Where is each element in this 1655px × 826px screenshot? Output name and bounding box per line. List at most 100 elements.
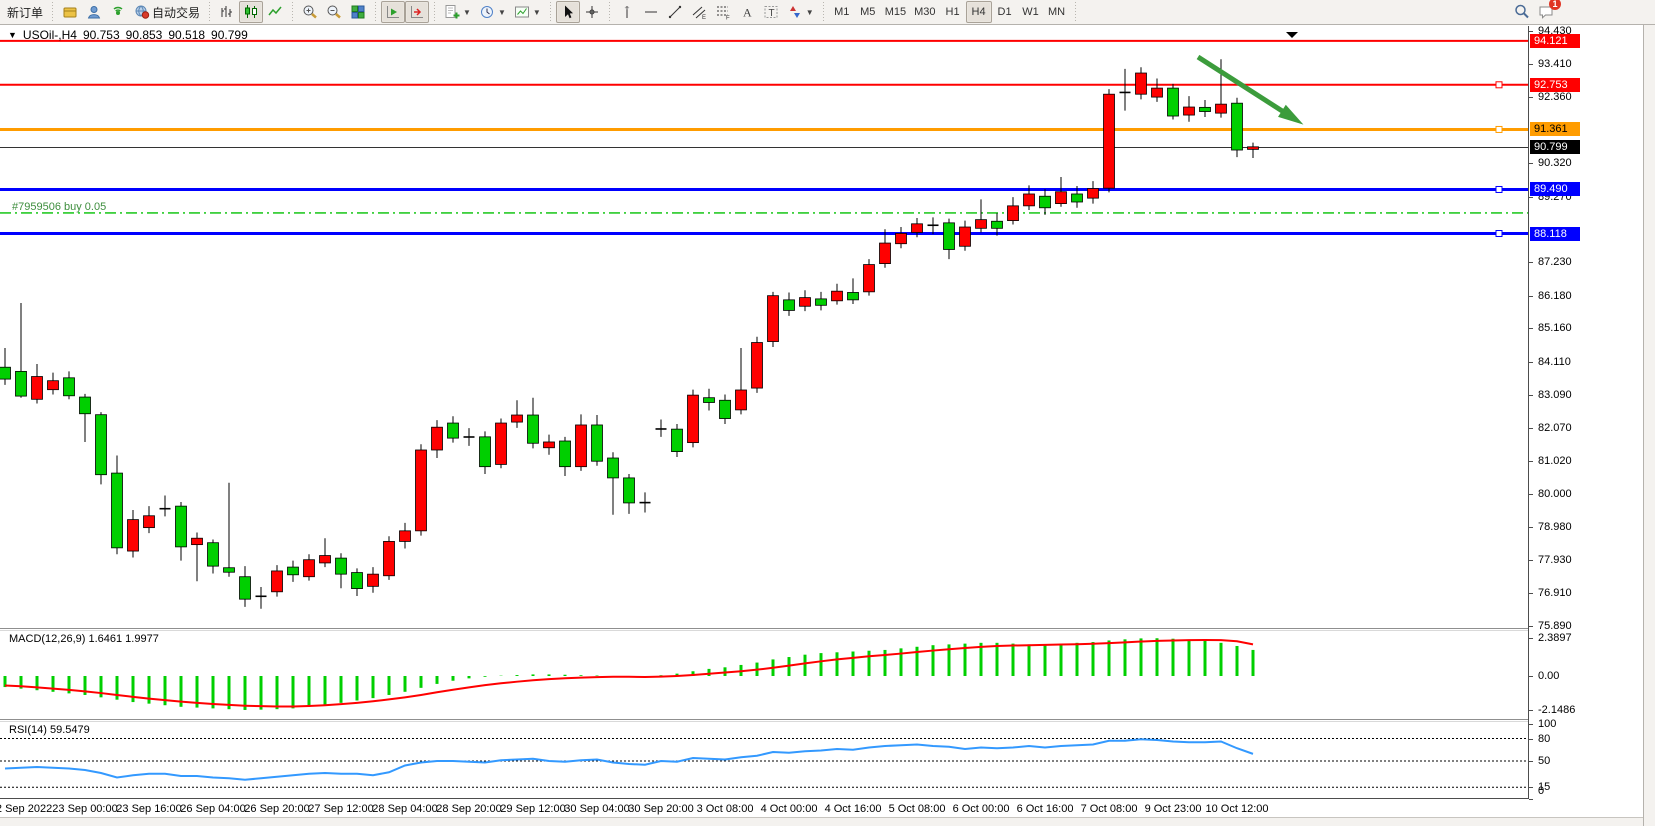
candle-body <box>735 389 747 411</box>
macd-panel[interactable]: MACD(12,26,9) 1.6461 1.9977 <box>0 631 1528 719</box>
chart-dropdown-icon[interactable]: ▼ <box>8 30 17 40</box>
search-button[interactable] <box>1510 1 1534 23</box>
horizontal-line-button[interactable] <box>639 1 663 23</box>
candle-body <box>543 441 555 449</box>
line-handle[interactable] <box>1495 230 1503 238</box>
candle-body <box>879 242 891 264</box>
chevron-down-icon[interactable]: ▼ <box>497 7 506 17</box>
zoom-out-button[interactable] <box>322 1 346 23</box>
text-label-button[interactable]: T <box>759 1 783 23</box>
price-tick-label: 75.890 <box>1538 619 1572 632</box>
candle-body <box>1231 102 1243 151</box>
vertical-line-button[interactable] <box>615 1 639 23</box>
timeframe-m5-button[interactable]: M5 <box>860 6 876 18</box>
price-tick-mark <box>1529 63 1533 65</box>
candle-body <box>911 223 923 233</box>
timeframe-h4-button[interactable]: H4 <box>965 1 992 23</box>
candle-body <box>367 573 379 587</box>
line-handle[interactable] <box>1495 81 1503 89</box>
tile-windows-button[interactable] <box>346 1 370 23</box>
line-chart-button[interactable] <box>263 1 287 23</box>
candlestick-chart-button[interactable] <box>239 1 264 23</box>
zoom-in-button[interactable] <box>298 1 322 23</box>
chat-button[interactable]: 1 <box>1534 0 1561 23</box>
community-button[interactable] <box>82 1 106 23</box>
timeframe-m30-button[interactable]: M30 <box>914 6 936 18</box>
svg-text:T: T <box>768 8 774 19</box>
crosshair-button[interactable] <box>580 1 604 23</box>
panel-separator[interactable] <box>0 719 1643 722</box>
price-tick-label: 93.410 <box>1538 57 1572 70</box>
candle-body <box>783 299 795 311</box>
candle-body <box>751 342 763 389</box>
periods-button[interactable]: ▼ <box>475 1 510 23</box>
trend-arrow-head <box>1278 104 1304 125</box>
text-button[interactable]: A <box>735 1 759 23</box>
candle-body <box>591 424 603 462</box>
timeframe-mn-button[interactable]: MN <box>1047 6 1066 18</box>
signals-button[interactable] <box>106 1 130 23</box>
candle-body <box>431 426 443 451</box>
market-watch-button[interactable] <box>58 1 82 23</box>
fibonacci-button[interactable]: F <box>711 1 735 23</box>
chart-shift-button[interactable] <box>405 1 430 23</box>
candle-body <box>287 566 299 576</box>
price-line-badge: 91.361 <box>1530 122 1580 137</box>
main-chart-plot[interactable]: ▼ USOil-,H4 90.753 90.853 90.518 90.799 … <box>0 26 1528 628</box>
current-price-badge: 90.799 <box>1530 140 1580 155</box>
timeframe-m1-button[interactable]: M1 <box>834 6 850 18</box>
price-tick-label: 85.160 <box>1538 322 1572 335</box>
indicators-button[interactable]: ▼ <box>440 1 475 23</box>
line-handle[interactable] <box>1495 125 1503 133</box>
chevron-down-icon[interactable]: ▼ <box>463 7 471 17</box>
trendline-button[interactable] <box>663 1 687 23</box>
timeframe-h1-button[interactable]: H1 <box>945 6 960 18</box>
candle-body <box>111 472 123 549</box>
candle-body <box>511 414 523 423</box>
channel-icon: E <box>692 6 706 20</box>
autotrading-button[interactable]: 自动交易 <box>130 1 204 23</box>
notification-badge: 1 <box>1549 0 1561 10</box>
labelT-icon: T <box>764 6 778 19</box>
panel-separator[interactable] <box>0 628 1643 631</box>
candle-body <box>703 397 715 403</box>
new-order-button[interactable]: 新订单 <box>3 1 47 23</box>
trend-arrow-annotation[interactable] <box>1196 54 1292 119</box>
chart-shift-marker-icon[interactable] <box>1286 32 1298 38</box>
cursor-button[interactable] <box>555 1 580 23</box>
candle-body <box>319 555 331 564</box>
candle-body <box>1007 205 1019 222</box>
candle-body <box>31 376 43 400</box>
price-tick-mark <box>1529 261 1533 263</box>
rsi-scale-label: 50 <box>1538 755 1551 767</box>
time-axis-label: 6 Oct 16:00 <box>1016 803 1074 815</box>
tile-icon <box>351 5 365 19</box>
equidistant-channel-button[interactable]: E <box>687 1 711 23</box>
price-tick-mark <box>1529 196 1533 198</box>
bar-chart-button[interactable] <box>215 1 239 23</box>
rsi-panel[interactable]: RSI(14) 59.5479 <box>0 722 1528 798</box>
price-axis[interactable]: 94.430 93.410 92.360 90.320 89.270 87.230 86.1… <box>1529 25 1643 826</box>
arrows-button[interactable]: ▼ <box>783 1 818 23</box>
templates-button[interactable]: ▼ <box>510 1 545 23</box>
candle-body <box>15 370 27 397</box>
rsi-scale-label: 0 <box>1538 785 1545 797</box>
rsi-line <box>4 738 1254 781</box>
candle-body <box>559 440 571 468</box>
candle-body <box>495 422 507 465</box>
chevron-down-icon[interactable]: ▼ <box>805 7 814 17</box>
line-handle[interactable] <box>1495 185 1503 193</box>
price-tick-mark <box>1529 97 1533 99</box>
timeframe-m15-button[interactable]: M15 <box>884 6 907 18</box>
price-tick-label: 86.180 <box>1538 289 1572 302</box>
auto-scroll-button[interactable] <box>381 1 406 23</box>
timeframe-d1-button[interactable]: D1 <box>997 6 1012 18</box>
svg-text:A: A <box>743 6 752 20</box>
candle-body <box>719 399 731 419</box>
timeframe-w1-button[interactable]: W1 <box>1022 6 1039 18</box>
chevron-down-icon[interactable]: ▼ <box>532 7 541 17</box>
candle-body <box>0 366 11 380</box>
time-axis-label: 6 Oct 00:00 <box>952 803 1010 815</box>
candle-body <box>351 572 363 589</box>
